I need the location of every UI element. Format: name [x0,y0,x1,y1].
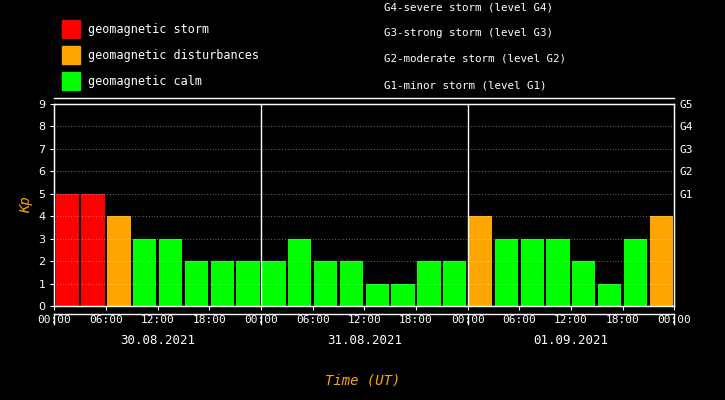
Bar [81,194,104,306]
Bar [572,261,595,306]
Bar [236,261,260,306]
Bar [211,261,234,306]
Bar [469,216,492,306]
Text: 30.08.2021: 30.08.2021 [120,334,195,347]
Text: G4-severe storm (level G4): G4-severe storm (level G4) [384,2,553,12]
Bar [314,261,337,306]
Bar [107,216,130,306]
Bar [340,261,363,306]
Bar [494,239,518,306]
Text: 31.08.2021: 31.08.2021 [327,334,402,347]
Bar [392,284,415,306]
Text: G1-minor storm (level G1): G1-minor storm (level G1) [384,80,547,90]
Bar [159,239,182,306]
Bar [521,239,544,306]
Text: 01.09.2021: 01.09.2021 [534,334,608,347]
Y-axis label: Kp: Kp [19,197,33,213]
Text: Time (UT): Time (UT) [325,374,400,388]
Bar [133,239,157,306]
Text: geomagnetic storm: geomagnetic storm [88,22,210,36]
Bar [418,261,441,306]
Bar [288,239,311,306]
Bar [443,261,466,306]
Text: geomagnetic disturbances: geomagnetic disturbances [88,48,260,62]
Bar [598,284,621,306]
Bar [547,239,570,306]
Text: geomagnetic calm: geomagnetic calm [88,74,202,88]
Bar [624,239,647,306]
Bar [262,261,286,306]
Text: G3-strong storm (level G3): G3-strong storm (level G3) [384,28,553,38]
Bar [185,261,208,306]
Text: G2-moderate storm (level G2): G2-moderate storm (level G2) [384,54,566,64]
Bar [56,194,79,306]
Bar [365,284,389,306]
Bar [650,216,673,306]
